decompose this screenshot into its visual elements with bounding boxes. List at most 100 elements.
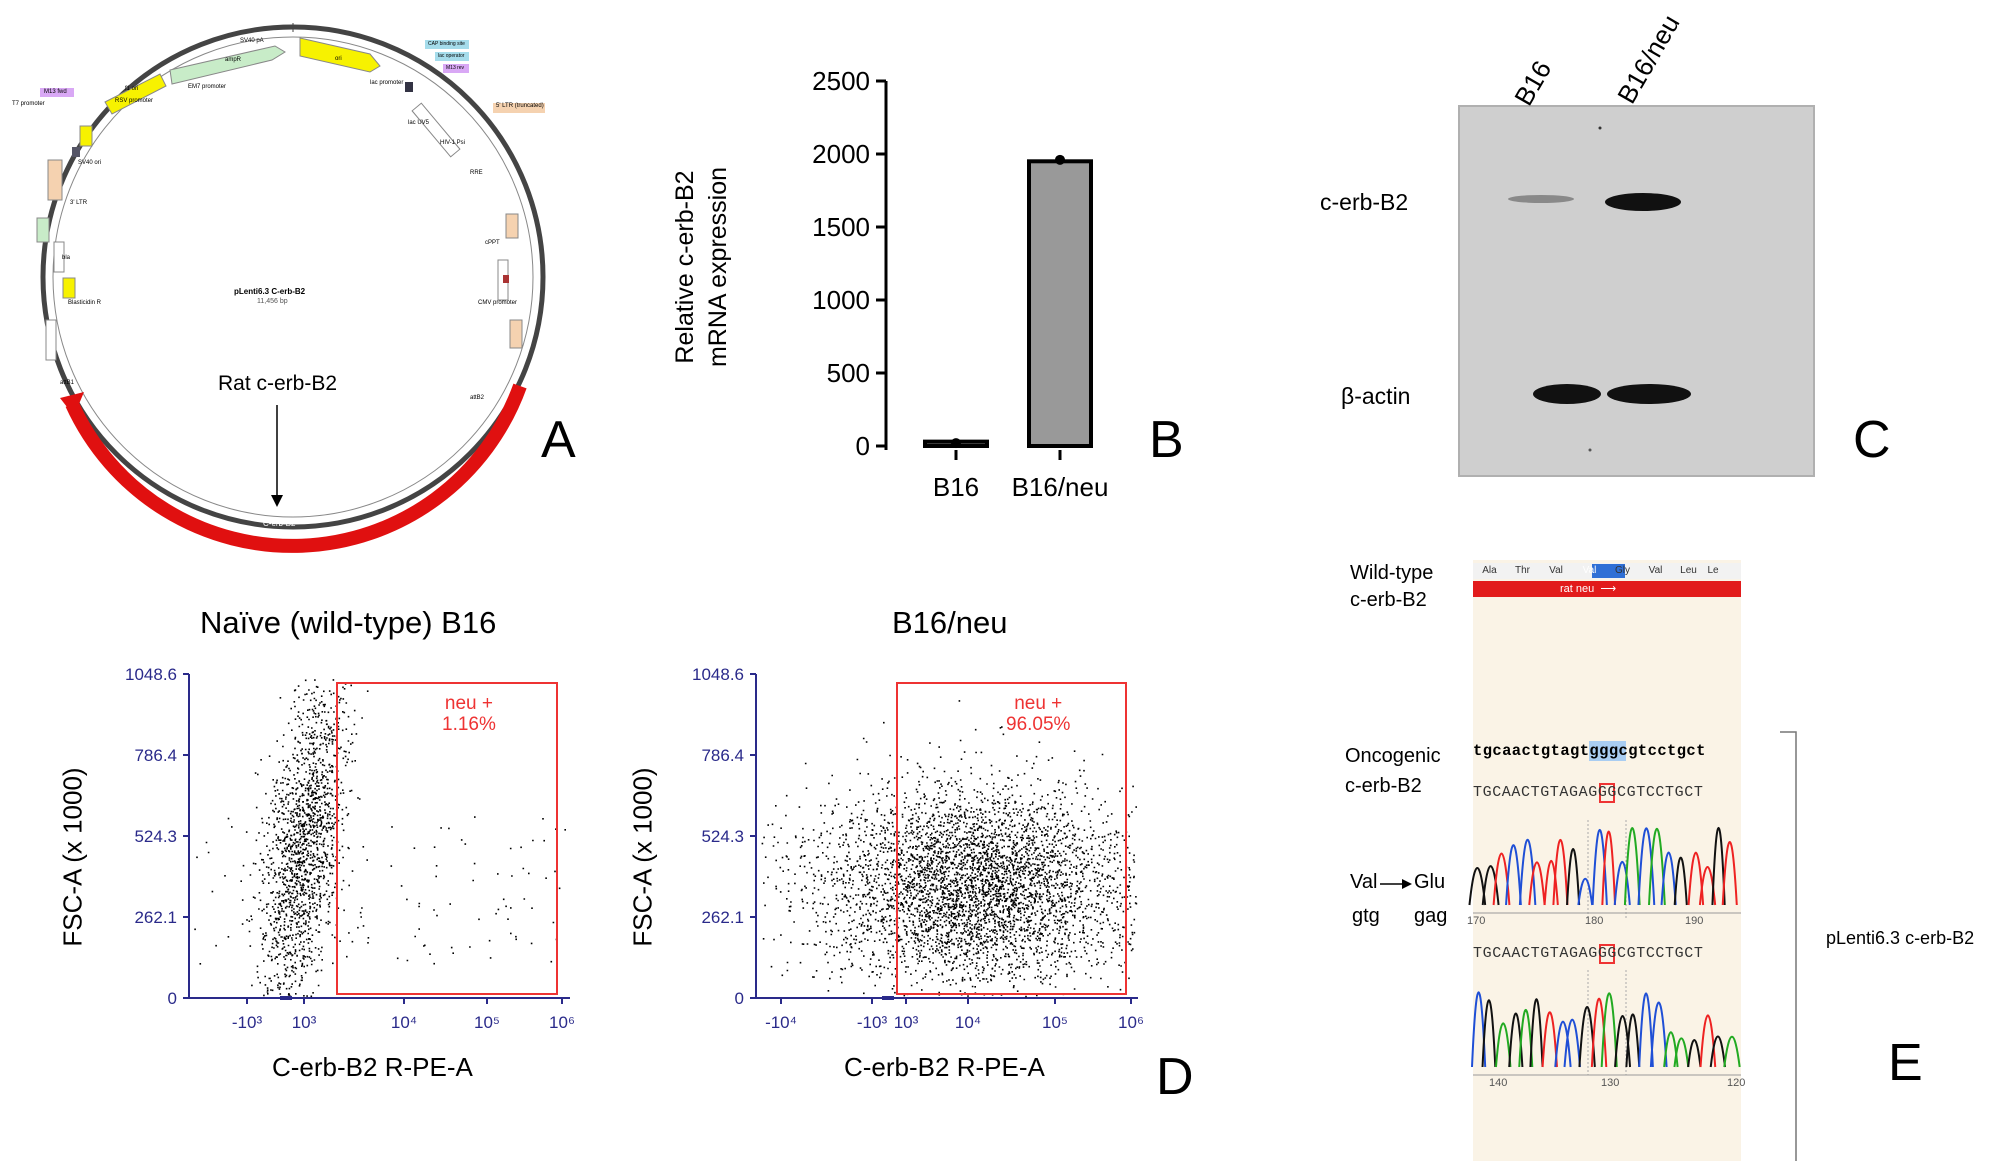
- panel-letter-e: E: [1888, 1034, 1923, 1092]
- bar-y-tick-label: 1000: [812, 285, 870, 315]
- feature-tag-1: [72, 147, 80, 157]
- chromatogram-peak-2: [1673, 1037, 1690, 1068]
- blot-row-label-actin: β-actin: [1341, 383, 1411, 409]
- feature-label-13: CMV promoter: [478, 300, 518, 306]
- wildtype-label-line1: Wild-type: [1350, 562, 1434, 584]
- codon-from: gtg: [1352, 905, 1380, 927]
- ref-sequence: tgcaactgtagtgggcgtcctgct: [1473, 742, 1706, 760]
- chromatogram-peak-2: [1590, 997, 1608, 1068]
- oncogenic-label-line2: c-erb-B2: [1345, 775, 1422, 797]
- feature-label-14: bla: [62, 255, 71, 261]
- flow-y-tick-label: 786.4: [134, 746, 177, 765]
- band-erb-neu: [1605, 193, 1681, 211]
- chromatogram-peak-1: [1528, 861, 1546, 906]
- feature-label-15: CAP binding site: [428, 41, 465, 47]
- flow-x-tick-label: -10³: [857, 1013, 888, 1032]
- feature-label-3: SV40 pA: [240, 38, 264, 44]
- feature-label-2: M13 fwd: [44, 89, 67, 95]
- chromatogram-peak-1: [1601, 830, 1617, 906]
- bar-y-tick-label: 1500: [812, 212, 870, 242]
- feature-small-yellow-2: [62, 277, 76, 299]
- bar-point: [1055, 154, 1065, 165]
- feature-white-3: [45, 319, 57, 361]
- flow-x-tick-label: 10⁶: [1118, 1013, 1144, 1032]
- aa-5: Gly: [1615, 565, 1630, 576]
- chromatogram-peak-1: [1566, 848, 1581, 906]
- feature-white-4: [53, 241, 65, 273]
- read-sequence-2: TGCAACTGTAGAGGGCGTCCTGCT: [1473, 945, 1704, 962]
- aa-6: Val: [1648, 565, 1663, 576]
- chromatogram-peak-2: [1709, 1035, 1727, 1068]
- flow-xlabel-1: C-erb-B2 R-PE-A: [272, 1052, 473, 1082]
- trace2-tick-1: 140: [1489, 1077, 1508, 1089]
- feature-small-yellow-1: [79, 125, 93, 147]
- trace1-tick-2: 180: [1585, 915, 1604, 927]
- bar: [1027, 159, 1093, 449]
- aa-4: Val: [1582, 565, 1597, 576]
- trace2-tick-2: 130: [1601, 1077, 1620, 1089]
- feature-ampR: [169, 45, 286, 85]
- chromatogram-peak-2: [1723, 1035, 1741, 1068]
- flow-gate: [336, 682, 558, 995]
- gate-label-2-title: neu +: [1014, 693, 1063, 714]
- flow-x-tick-label: 10⁴: [391, 1013, 417, 1032]
- flow-x-tick-label: 10⁶: [549, 1013, 575, 1032]
- chromatogram-peak-1: [1648, 828, 1666, 906]
- aa-row: Ala Thr Val Val Gly Val Leu Le: [1473, 564, 1741, 578]
- flow-y-tick-label: 524.3: [701, 827, 744, 846]
- feature-bar-label: rat neu ⟶: [1560, 582, 1616, 595]
- feature-label-21: attB2: [470, 395, 485, 401]
- chromatogram-peak-1: [1591, 829, 1608, 906]
- flow-title-2: B16/neu: [892, 605, 1008, 640]
- insert-arc-arrowhead: [60, 392, 84, 416]
- flow-x-tick-label: 10³: [292, 1013, 317, 1032]
- feature-bar-text: rat neu: [1560, 583, 1595, 595]
- gate-label-2-percent: 96.05%: [1006, 714, 1071, 735]
- seq-mut-box-1: [1599, 783, 1615, 803]
- feature-peach-3: [509, 319, 523, 349]
- chromatogram-peak-1: [1552, 838, 1569, 906]
- flow-x-tick-label: -10⁴: [765, 1013, 797, 1032]
- chromatogram-peak-1: [1660, 851, 1677, 906]
- chromatogram-peak-1: [1481, 865, 1500, 906]
- feature-label-18: lac promoter: [370, 80, 404, 86]
- chromatogram-peak-1: [1637, 827, 1656, 906]
- bar-y-tick-label: 2500: [812, 66, 870, 96]
- trace2-tick-3: 120: [1727, 1077, 1746, 1089]
- feature-label-10: HIV-1 Psi: [440, 140, 466, 146]
- chromatogram-peak-2: [1638, 992, 1654, 1068]
- flow-y-tick-label: 786.4: [701, 746, 744, 765]
- aa-3: Val: [1549, 565, 1563, 576]
- insert-arc: [65, 383, 527, 553]
- read-sequence-1: TGCAACTGTAGAGGGCGTCCTGCT: [1473, 784, 1704, 801]
- chromatogram-peak-2: [1529, 998, 1544, 1068]
- chromatogram-peak-1: [1518, 838, 1537, 906]
- blot-row-label-erb: c-erb-B2: [1320, 189, 1409, 215]
- flow-gate: [896, 682, 1127, 995]
- chromatogram-peak-1: [1673, 856, 1688, 906]
- gate-label-2: neu + 96.05%: [1006, 693, 1070, 735]
- plasmid-inner-ring: [52, 36, 534, 518]
- chromatogram-peak-1: [1687, 851, 1705, 906]
- gate-label-1-percent: 1.16%: [442, 714, 496, 735]
- feature-label-1: T7 promoter: [12, 101, 45, 107]
- feature-label-23: SV40 ori: [78, 160, 102, 166]
- flow-baseline-pile: [882, 996, 894, 1000]
- insert-pointer-head: [271, 495, 283, 507]
- chromatogram-peak-2: [1625, 1013, 1641, 1068]
- chromatogram-peak-2: [1494, 1022, 1512, 1068]
- aa-2: Thr: [1515, 565, 1530, 576]
- panel-letter-a: A: [541, 411, 576, 469]
- flow-y-tick-label: 262.1: [701, 908, 744, 927]
- flow-x-tick-label: -10³: [232, 1013, 263, 1032]
- chromatogram-peak-1: [1577, 878, 1594, 906]
- flow-x-tick-label: 10⁵: [1042, 1013, 1068, 1032]
- feature-label-22: Blasticidin R: [68, 300, 102, 306]
- label-box-m13-fwd: [443, 64, 469, 73]
- flow-xlabel-2: C-erb-B2 R-PE-A: [844, 1052, 1045, 1082]
- feature-peach-1: [47, 159, 63, 201]
- flow-y-tick-label: 1048.6: [692, 665, 744, 684]
- label-box-m13-rev: [40, 88, 74, 97]
- codon-to: gag: [1414, 905, 1448, 927]
- feature-tag-3: [503, 275, 509, 283]
